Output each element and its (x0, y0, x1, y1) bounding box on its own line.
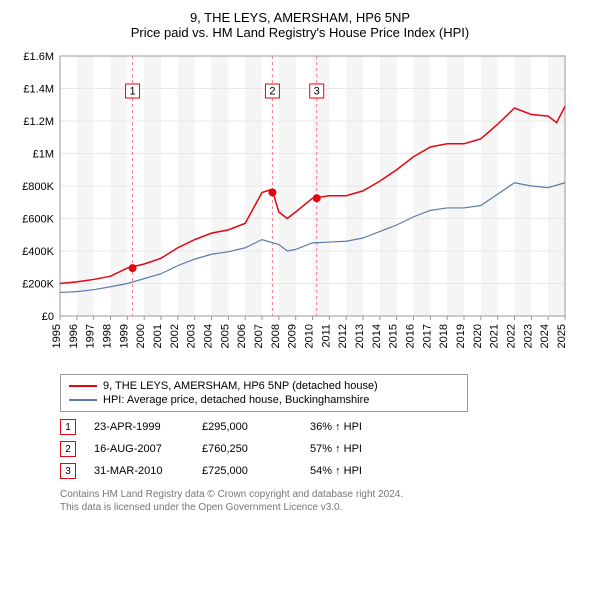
svg-text:2023: 2023 (522, 324, 534, 348)
svg-text:2005: 2005 (219, 324, 231, 348)
chart-title-line1: 9, THE LEYS, AMERSHAM, HP6 5NP (10, 10, 590, 25)
svg-text:1998: 1998 (102, 324, 114, 348)
svg-text:2020: 2020 (472, 324, 484, 348)
svg-text:2003: 2003 (186, 324, 198, 348)
transaction-delta: 54% ↑ HPI (310, 465, 400, 477)
svg-text:1999: 1999 (118, 324, 130, 348)
svg-text:2011: 2011 (320, 324, 332, 348)
price-chart: £0 £200K £400K £600K £800K £1M £1.2M £1.4M £1.6M… (10, 46, 570, 366)
svg-text:3: 3 (314, 85, 320, 97)
svg-text:2: 2 (269, 85, 275, 97)
svg-text:2009: 2009 (287, 324, 299, 348)
transaction-index-box: 3 (60, 463, 76, 479)
svg-text:1: 1 (129, 85, 135, 97)
transaction-price: £725,000 (202, 465, 292, 477)
svg-text:£400K: £400K (22, 246, 54, 258)
svg-text:2012: 2012 (337, 324, 349, 348)
svg-text:£1.6M: £1.6M (23, 51, 54, 63)
transaction-date: 23-APR-1999 (94, 421, 184, 433)
svg-text:2016: 2016 (405, 324, 417, 348)
svg-text:2014: 2014 (371, 324, 383, 348)
svg-text:1996: 1996 (68, 324, 80, 348)
legend-swatch (69, 385, 97, 387)
svg-text:2004: 2004 (203, 324, 215, 348)
chart-title-line2: Price paid vs. HM Land Registry's House … (10, 25, 590, 40)
transaction-row: 3 31-MAR-2010 £725,000 54% ↑ HPI (60, 460, 590, 482)
svg-text:2025: 2025 (556, 324, 568, 348)
svg-text:£1.4M: £1.4M (23, 84, 54, 96)
svg-text:£800K: £800K (22, 181, 54, 193)
chart-container: £0 £200K £400K £600K £800K £1M £1.2M £1.4M £1.6M… (10, 46, 590, 366)
transaction-price: £760,250 (202, 443, 292, 455)
footer-line1: Contains HM Land Registry data © Crown c… (60, 488, 560, 501)
legend: 9, THE LEYS, AMERSHAM, HP6 5NP (detached… (60, 374, 468, 412)
svg-text:2010: 2010 (304, 324, 316, 348)
svg-text:1995: 1995 (51, 324, 63, 348)
footer-line2: This data is licensed under the Open Gov… (60, 501, 560, 514)
svg-text:2022: 2022 (506, 324, 518, 348)
transaction-index-box: 1 (60, 419, 76, 435)
svg-text:£1.2M: £1.2M (23, 116, 54, 128)
svg-text:£1M: £1M (33, 149, 54, 161)
transaction-delta: 57% ↑ HPI (310, 443, 400, 455)
legend-label: HPI: Average price, detached house, Buck… (103, 394, 369, 406)
transaction-row: 2 16-AUG-2007 £760,250 57% ↑ HPI (60, 438, 590, 460)
svg-text:2021: 2021 (489, 324, 501, 348)
legend-row: HPI: Average price, detached house, Buck… (69, 393, 459, 407)
svg-text:2017: 2017 (421, 324, 433, 348)
svg-text:2001: 2001 (152, 324, 164, 348)
transaction-price: £295,000 (202, 421, 292, 433)
svg-text:2018: 2018 (438, 324, 450, 348)
svg-text:£200K: £200K (22, 279, 54, 291)
svg-text:£600K: £600K (22, 214, 54, 226)
svg-text:2006: 2006 (236, 324, 248, 348)
svg-text:2024: 2024 (539, 324, 551, 348)
svg-text:2008: 2008 (270, 324, 282, 348)
transactions-table: 1 23-APR-1999 £295,000 36% ↑ HPI 2 16-AUG-200… (60, 416, 590, 482)
svg-text:1997: 1997 (85, 324, 97, 348)
svg-text:2015: 2015 (388, 324, 400, 348)
legend-label: 9, THE LEYS, AMERSHAM, HP6 5NP (detached… (103, 380, 378, 392)
legend-swatch (69, 399, 97, 401)
svg-text:2000: 2000 (135, 324, 147, 348)
svg-text:2007: 2007 (253, 324, 265, 348)
svg-text:2013: 2013 (354, 324, 366, 348)
svg-text:2002: 2002 (169, 324, 181, 348)
chart-title-block: 9, THE LEYS, AMERSHAM, HP6 5NP Price pai… (10, 10, 590, 40)
transaction-row: 1 23-APR-1999 £295,000 36% ↑ HPI (60, 416, 590, 438)
footer-note: Contains HM Land Registry data © Crown c… (60, 488, 560, 514)
svg-text:£0: £0 (42, 311, 54, 323)
legend-row: 9, THE LEYS, AMERSHAM, HP6 5NP (detached… (69, 379, 459, 393)
transaction-index-box: 2 (60, 441, 76, 457)
transaction-date: 16-AUG-2007 (94, 443, 184, 455)
transaction-delta: 36% ↑ HPI (310, 421, 400, 433)
transaction-date: 31-MAR-2010 (94, 465, 184, 477)
svg-text:2019: 2019 (455, 324, 467, 348)
